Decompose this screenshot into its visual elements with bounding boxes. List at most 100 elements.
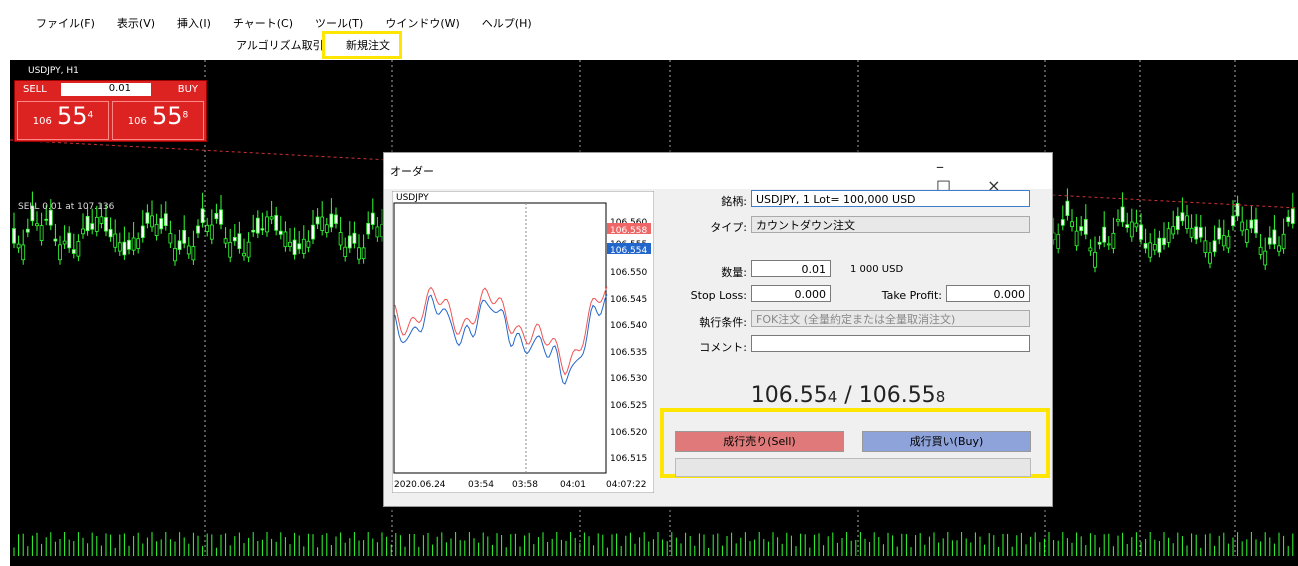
candle [1116, 218, 1120, 222]
candle [205, 224, 210, 232]
menu-item[interactable]: 挿入(I) [177, 17, 211, 30]
comment-input[interactable] [751, 335, 1030, 352]
title-bar [384, 153, 1052, 189]
comment-label: コメント: [699, 341, 747, 354]
menu-item[interactable]: ツール(T) [315, 17, 364, 30]
candle [182, 229, 187, 244]
new-order-button[interactable]: 新規注文 [346, 39, 390, 52]
candle [1231, 215, 1235, 227]
candle [1277, 245, 1281, 252]
candle [1056, 233, 1061, 249]
candle [324, 224, 329, 233]
candle [1060, 219, 1065, 226]
price-label: 106.530 [610, 374, 647, 384]
candle [1162, 237, 1166, 246]
candle [334, 214, 338, 224]
candle [136, 238, 141, 249]
menu-item[interactable]: ファイル(F) [36, 17, 95, 30]
candle [274, 215, 279, 231]
candle [219, 209, 223, 225]
candle [329, 213, 334, 228]
candle [320, 216, 325, 231]
candle [301, 238, 306, 254]
ask-box[interactable]: 106 558 [112, 101, 204, 140]
menu-item[interactable]: 表示(V) [116, 17, 156, 30]
sl-input[interactable]: 0.000 [751, 285, 831, 302]
candle [1221, 235, 1226, 247]
candle [242, 252, 246, 257]
volume-note: 1 000 USD [850, 264, 904, 275]
candle [1125, 224, 1130, 228]
candle [357, 247, 361, 260]
time-label: 04:01 [560, 480, 586, 490]
candle [186, 245, 191, 255]
menu-bar: ファイル(F) 表示(V) 挿入(I) チャート(C) ツール(T) ウインドウ(W) ヘル… [36, 12, 554, 31]
algo-button[interactable]: アルゴリズム取引 [236, 39, 324, 52]
candle [131, 237, 136, 251]
exec-label: 執行条件: [699, 316, 747, 329]
volume-input[interactable]: 0.01 [751, 260, 831, 277]
candle [154, 223, 159, 236]
candle [1171, 226, 1176, 235]
candle [122, 241, 127, 256]
candle [1139, 224, 1143, 240]
candle [311, 224, 315, 240]
candle [94, 216, 99, 232]
sell-label[interactable]: SELL [23, 84, 47, 95]
candle [306, 240, 311, 248]
sell-button[interactable]: 成行売り(Sell) [675, 431, 844, 452]
candle [1226, 235, 1231, 249]
candle [1235, 203, 1240, 217]
candle [81, 228, 85, 235]
volume-label: 数量: [721, 266, 747, 279]
candle [1106, 243, 1111, 246]
bid-line [394, 294, 608, 385]
chart-symbol: USDJPY, H1 [28, 66, 79, 76]
candle [1185, 215, 1189, 230]
price-label: 106.515 [610, 454, 647, 464]
candle [251, 229, 256, 233]
candle [1286, 216, 1291, 223]
candle [1267, 237, 1272, 245]
bid-box[interactable]: 106 554 [17, 101, 109, 140]
candle [209, 224, 214, 240]
candle [140, 225, 145, 238]
price-label: 106.535 [610, 348, 647, 358]
candle [232, 237, 237, 242]
candle [315, 216, 320, 225]
menu-item[interactable]: ヘルプ(H) [481, 17, 532, 30]
candle [269, 216, 274, 220]
mini-bg [392, 191, 654, 493]
candle [223, 238, 228, 244]
buy-label[interactable]: BUY [177, 84, 198, 95]
candle [90, 223, 95, 230]
one-click-panel: SELL 0.01 BUY 106 554 106 558 [14, 80, 207, 142]
candle [1263, 250, 1268, 266]
exec-select[interactable]: FOK注文 (全量約定または全量取消注文) [751, 310, 1030, 327]
candle [1203, 240, 1208, 253]
tp-input[interactable]: 0.000 [946, 285, 1030, 302]
order-line-label: SELL 0.01 at 107.136 [18, 202, 115, 212]
menu-item[interactable]: ウインドウ(W) [385, 17, 460, 30]
candle [1198, 227, 1203, 238]
candle [1212, 240, 1217, 253]
candle [343, 246, 348, 257]
candle [1079, 226, 1084, 232]
buy-button[interactable]: 成行買い(Buy) [862, 431, 1031, 452]
candle [228, 242, 233, 258]
type-select[interactable]: カウントダウン注文 [751, 216, 1030, 233]
candle [150, 215, 154, 228]
time-label: 2020.06.24 [394, 480, 446, 490]
dialog-title: オーダー [390, 165, 434, 178]
price-label: 106.550 [610, 268, 647, 278]
candle [361, 247, 366, 260]
candle [1134, 222, 1139, 228]
candle [177, 240, 182, 250]
symbol-select[interactable]: USDJPY, 1 Lot= 100,000 USD [751, 190, 1030, 207]
lot-input[interactable]: 0.01 [61, 83, 151, 96]
candle [265, 216, 269, 233]
menu-item[interactable]: チャート(C) [232, 17, 294, 30]
candle [1258, 246, 1263, 255]
candle [1157, 237, 1162, 253]
